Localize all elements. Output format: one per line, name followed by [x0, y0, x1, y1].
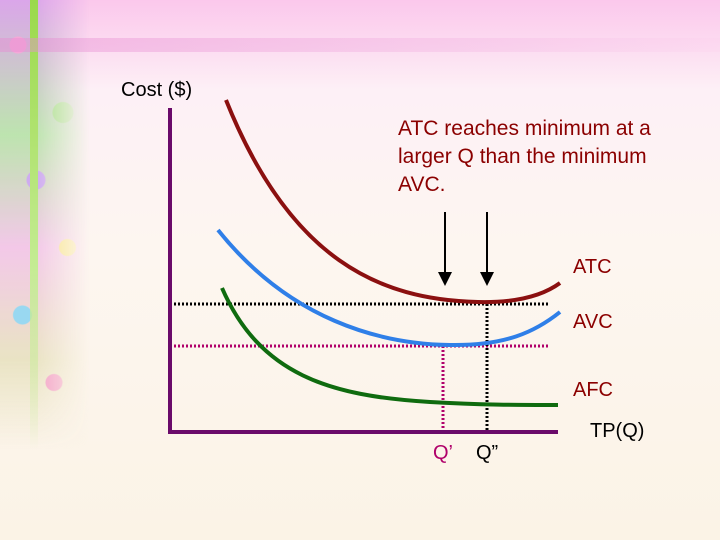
x-axis-label: TP(Q): [590, 420, 645, 442]
decorative-pattern-strip: [0, 0, 90, 450]
decorative-top-band: [0, 38, 720, 52]
q-prime-arrow: [438, 212, 452, 286]
atc-label: ATC: [573, 256, 612, 278]
atc-curve: [224, 99, 562, 305]
avc-label: AVC: [573, 311, 613, 333]
afc-label: AFC: [573, 379, 613, 401]
afc-curve: [220, 287, 559, 407]
y-axis-label: Cost ($): [121, 79, 193, 101]
q-double-prime-label: Q”: [476, 442, 499, 464]
q-prime-label: Q’: [433, 442, 453, 464]
annotation-text: ATC reaches minimum at a larger Q than t…: [398, 117, 651, 196]
q-double-prime-arrow: [480, 212, 494, 286]
avc-curve: [216, 228, 562, 348]
decorative-green-bar: [30, 0, 38, 450]
